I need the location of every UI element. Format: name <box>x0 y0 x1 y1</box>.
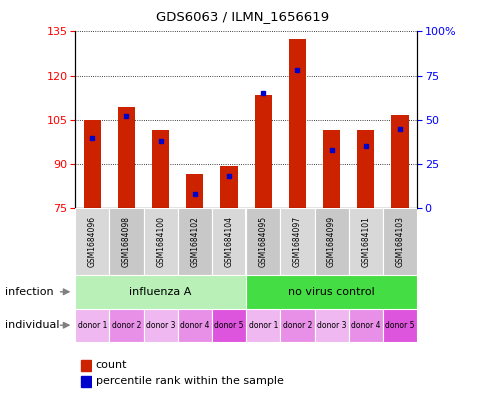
Text: GSM1684098: GSM1684098 <box>121 216 131 267</box>
Text: donor 5: donor 5 <box>214 321 243 330</box>
Bar <box>348 208 382 275</box>
Text: GSM1684095: GSM1684095 <box>258 216 267 267</box>
Text: GSM1684100: GSM1684100 <box>156 216 165 267</box>
Bar <box>245 309 280 342</box>
Text: count: count <box>95 360 127 371</box>
Bar <box>81 360 91 371</box>
Text: GSM1684099: GSM1684099 <box>326 216 335 267</box>
Bar <box>288 39 305 208</box>
Bar <box>143 208 177 275</box>
Text: donor 3: donor 3 <box>146 321 175 330</box>
Text: donor 5: donor 5 <box>384 321 414 330</box>
Bar <box>177 309 212 342</box>
Text: GSM1684102: GSM1684102 <box>190 216 199 267</box>
Bar <box>109 309 143 342</box>
Bar <box>382 309 416 342</box>
Bar <box>314 309 348 342</box>
Text: GSM1684096: GSM1684096 <box>88 216 97 267</box>
Bar <box>84 120 101 208</box>
Text: donor 2: donor 2 <box>111 321 141 330</box>
Bar <box>143 309 177 342</box>
Bar <box>212 208 245 275</box>
Text: GSM1684104: GSM1684104 <box>224 216 233 267</box>
Bar <box>245 208 280 275</box>
Text: no virus control: no virus control <box>287 287 374 297</box>
Text: infection: infection <box>5 287 53 297</box>
Bar <box>152 130 169 208</box>
Bar <box>322 130 339 208</box>
Text: donor 4: donor 4 <box>350 321 380 330</box>
Text: donor 3: donor 3 <box>316 321 346 330</box>
Bar <box>357 130 374 208</box>
Bar <box>348 309 382 342</box>
Text: donor 2: donor 2 <box>282 321 312 330</box>
Text: GDS6063 / ILMN_1656619: GDS6063 / ILMN_1656619 <box>156 10 328 23</box>
Text: donor 1: donor 1 <box>77 321 107 330</box>
Bar <box>220 165 237 208</box>
Text: individual: individual <box>5 320 59 330</box>
Text: GSM1684097: GSM1684097 <box>292 216 302 267</box>
Bar <box>254 95 271 208</box>
Text: GSM1684101: GSM1684101 <box>361 216 370 267</box>
Bar <box>109 208 143 275</box>
Bar <box>81 376 91 387</box>
Text: percentile rank within the sample: percentile rank within the sample <box>95 376 283 386</box>
Bar <box>177 208 212 275</box>
Text: influenza A: influenza A <box>129 287 192 297</box>
Bar <box>75 309 109 342</box>
Bar <box>75 208 109 275</box>
Bar <box>245 275 416 309</box>
Bar <box>382 208 416 275</box>
Bar <box>212 309 245 342</box>
Bar <box>186 174 203 208</box>
Bar <box>314 208 348 275</box>
Bar <box>75 275 245 309</box>
Bar <box>280 208 314 275</box>
Text: donor 4: donor 4 <box>180 321 209 330</box>
Text: GSM1684103: GSM1684103 <box>394 216 404 267</box>
Bar <box>280 309 314 342</box>
Bar <box>391 116 408 208</box>
Text: donor 1: donor 1 <box>248 321 277 330</box>
Bar <box>118 107 135 208</box>
